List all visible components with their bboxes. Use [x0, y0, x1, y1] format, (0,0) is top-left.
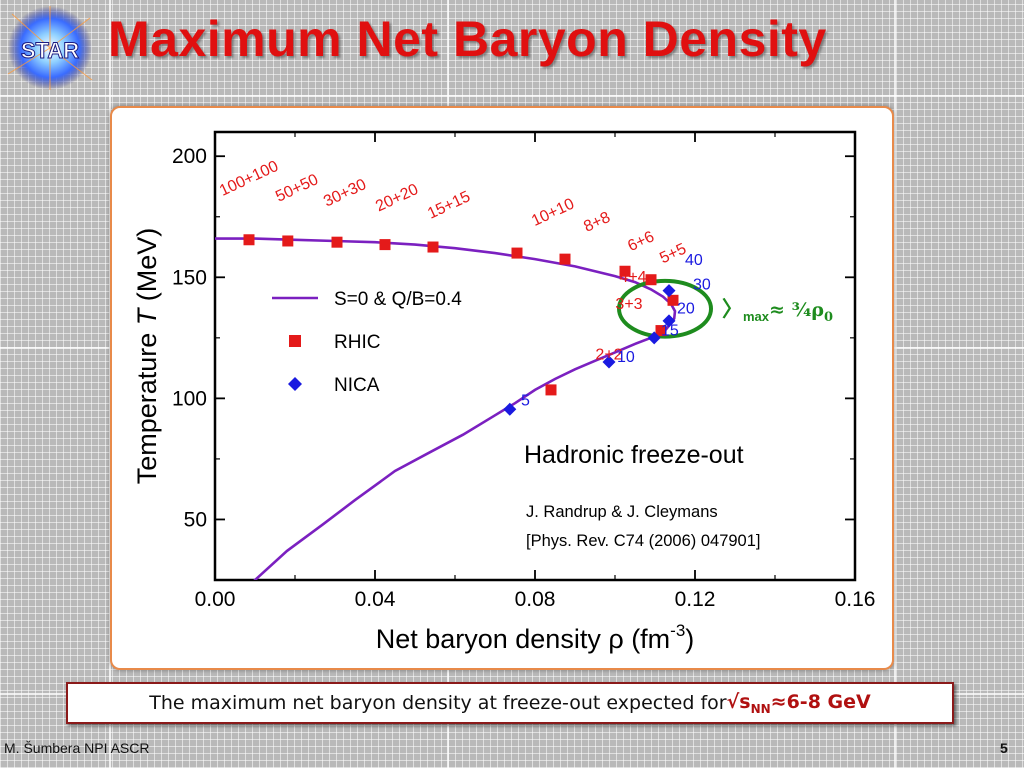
- nica-label: 5: [521, 393, 530, 410]
- nica-label: 10: [617, 349, 635, 366]
- rhic-label: 20+20: [373, 181, 421, 215]
- caption-energy: √sNN≈6-8 GeV: [727, 691, 871, 716]
- x-tick-label: 0.16: [835, 588, 876, 611]
- caption-prefix: The maximum net baryon density at freeze…: [149, 692, 727, 714]
- legend-diamond-swatch: [288, 377, 302, 391]
- rhic-point: [559, 253, 571, 265]
- caption-sub: NN: [750, 701, 771, 716]
- rhic-point: [545, 384, 557, 396]
- legend-label: S=0 & Q/B=0.4: [334, 289, 462, 310]
- x-tick-label: 0.08: [515, 588, 556, 611]
- rhic-point: [331, 236, 343, 248]
- rhic-label: 50+50: [273, 171, 321, 205]
- legend-square-swatch: [289, 335, 301, 347]
- x-axis-label-close: ): [685, 624, 694, 654]
- footer-author: M. Šumbera NPI ASCR: [4, 740, 150, 756]
- x-axis-label-main: Net baryon density ρ (fm: [376, 624, 670, 654]
- slide-title: Maximum Net Baryon Density: [108, 11, 827, 67]
- caption-suffix: ≈6-8 GeV: [770, 690, 871, 713]
- x-tick-label: 0.12: [675, 588, 716, 611]
- rhic-point: [379, 239, 391, 251]
- rhic-label: 6+6: [625, 228, 657, 255]
- y-axis-label-var: T: [132, 306, 162, 325]
- y-axis-label: Temperature T (MeV): [132, 228, 162, 485]
- rhic-label: 2+2: [595, 347, 622, 364]
- legend-label: NICA: [334, 375, 380, 396]
- y-axis-label-suffix: (MeV): [132, 228, 162, 309]
- rhic-label: 8+8: [581, 209, 613, 236]
- annotation-text-sub: 0: [824, 310, 833, 325]
- nica-label: 40: [685, 252, 703, 269]
- caption-sqrt: √s: [726, 690, 751, 713]
- y-tick-label: 150: [172, 266, 207, 289]
- x-tick-label: 0.00: [195, 588, 236, 611]
- rhic-label: 4+4: [619, 269, 646, 286]
- annotation-bracket: 〉: [722, 296, 743, 321]
- rhic-label: 15+15: [425, 188, 473, 222]
- rhic-label: 100+100: [217, 158, 281, 200]
- max-density-ellipse: [617, 278, 713, 339]
- nica-point: [647, 331, 661, 345]
- annotation-sub: max: [743, 309, 770, 324]
- logo-text: STAR: [21, 38, 79, 63]
- legend-label: RHIC: [334, 332, 380, 353]
- rhic-point: [243, 234, 255, 246]
- max-density-annotation: 〉max≈ ¾ρ0: [722, 296, 833, 325]
- reference-citation: [Phys. Rev. C74 (2006) 047901]: [526, 532, 761, 550]
- rhic-point: [511, 247, 523, 259]
- rhic-label: 10+10: [529, 195, 577, 229]
- rhic-point: [619, 265, 631, 277]
- y-axis-label-prefix: Temperature: [132, 325, 162, 484]
- y-tick-label: 100: [172, 387, 207, 410]
- rhic-point: [282, 235, 294, 247]
- page-number: 5: [1000, 740, 1008, 756]
- inner-title: Hadronic freeze-out: [524, 441, 744, 469]
- nica-label: 15: [661, 322, 679, 339]
- chart-frame: 0.00 0.04 0.08 0.12 0.16 50 100 150 200 Net baryo…: [110, 106, 894, 670]
- caption-box: The maximum net baryon density at freeze…: [66, 682, 954, 724]
- rhic-point: [645, 274, 657, 286]
- rhic-point: [427, 241, 439, 253]
- rhic-point: [667, 294, 679, 306]
- nica-point: [662, 314, 676, 328]
- rhic-label: 30+30: [321, 176, 369, 210]
- annotation-text: ≈ ¾ρ: [769, 299, 824, 321]
- y-tick-label: 200: [172, 145, 207, 168]
- nica-label: 30: [693, 276, 711, 293]
- nica-label: 20: [677, 301, 695, 318]
- nica-point: [602, 355, 616, 369]
- nica-point: [503, 402, 517, 416]
- x-tick-label: 0.04: [355, 588, 396, 611]
- x-axis-label: Net baryon density ρ (fm-3): [376, 621, 695, 654]
- y-tick-label: 50: [184, 508, 207, 531]
- nica-point: [662, 284, 676, 298]
- rhic-point: [655, 325, 667, 337]
- star-logo: STAR: [7, 6, 93, 90]
- x-axis-label-sup: -3: [670, 621, 685, 640]
- reference-authors: J. Randrup & J. Cleymans: [526, 503, 718, 521]
- rhic-label: 3+3: [615, 296, 642, 313]
